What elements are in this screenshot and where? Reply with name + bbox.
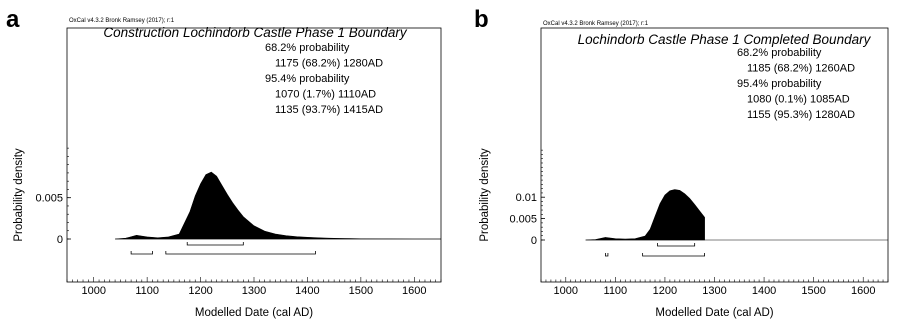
density-area (115, 171, 441, 240)
oxcal-credit: OxCal v4.3.2 Bronk Ramsey (2017); r:1 (543, 21, 649, 27)
density-area (585, 189, 705, 241)
y-tick-label: 0.005 (509, 214, 537, 226)
x-tick-label: 1000 (81, 285, 105, 297)
x-axis-label: Modelled Date (cal AD) (655, 307, 773, 319)
y-tick-label: 0.005 (35, 193, 63, 205)
x-axis-label: Modelled Date (cal AD) (195, 307, 313, 319)
y-axis-label: Probability density (479, 148, 491, 242)
chart-panel-b: b OxCal v4.3.2 Bronk Ramsey (2017); r:1 Lo… (474, 6, 889, 319)
x-tick-label: 1200 (188, 285, 212, 297)
chart-title: Construction Lochindorb Castle Phase 1 B… (103, 25, 407, 40)
x-tick-label: 1500 (801, 285, 825, 297)
plot-frame (66, 27, 442, 283)
probability-line: 1155 (95.3%) 1280AD (747, 109, 855, 121)
x-tick-label: 1300 (702, 285, 726, 297)
oxcal-credit: OxCal v4.3.2 Bronk Ramsey (2017); r:1 (69, 18, 175, 24)
y-axis-label: Probability density (13, 148, 25, 242)
y-tick-label: 0.01 (516, 192, 537, 204)
probability-line: 68.2% probability (265, 42, 350, 54)
panel-letter: a (6, 6, 20, 33)
y-tick-label: 0 (531, 235, 537, 247)
x-tick-label: 1600 (402, 285, 426, 297)
panel-letter: b (474, 6, 489, 33)
x-tick-label: 1400 (295, 285, 319, 297)
chart-title: Lochindorb Castle Phase 1 Completed Boun… (578, 32, 872, 47)
range-68-bracket (657, 243, 696, 247)
range-95-bracket (605, 253, 609, 257)
y-tick-label: 0 (57, 234, 63, 246)
chart-panel-a: a OxCal v4.3.2 Bronk Ramsey (2017); r:1Co… (6, 6, 442, 319)
probability-line: 1080 (0.1%) 1085AD (747, 94, 850, 106)
x-tick-label: 1500 (349, 285, 373, 297)
x-tick-label: 1100 (135, 285, 159, 297)
x-tick-label: 1300 (242, 285, 266, 297)
x-tick-label: 1000 (554, 285, 578, 297)
probability-line: 68.2% probability (737, 47, 822, 59)
x-tick-label: 1200 (653, 285, 677, 297)
range-95-bracket (165, 251, 316, 255)
probability-line: 95.4% probability (265, 73, 350, 85)
range-95-bracket (642, 253, 705, 257)
x-tick-label: 1100 (604, 285, 628, 297)
x-tick-label: 1400 (752, 285, 776, 297)
range-95-bracket (130, 251, 153, 255)
probability-line: 1070 (1.7%) 1110AD (275, 89, 376, 101)
probability-line: 1185 (68.2%) 1260AD (747, 63, 855, 75)
probability-line: 1135 (93.7%) 1415AD (275, 104, 383, 116)
probability-line: 1175 (68.2%) 1280AD (275, 58, 383, 70)
x-tick-label: 1600 (851, 285, 875, 297)
range-68-bracket (186, 242, 244, 246)
probability-line: 95.4% probability (737, 78, 822, 90)
